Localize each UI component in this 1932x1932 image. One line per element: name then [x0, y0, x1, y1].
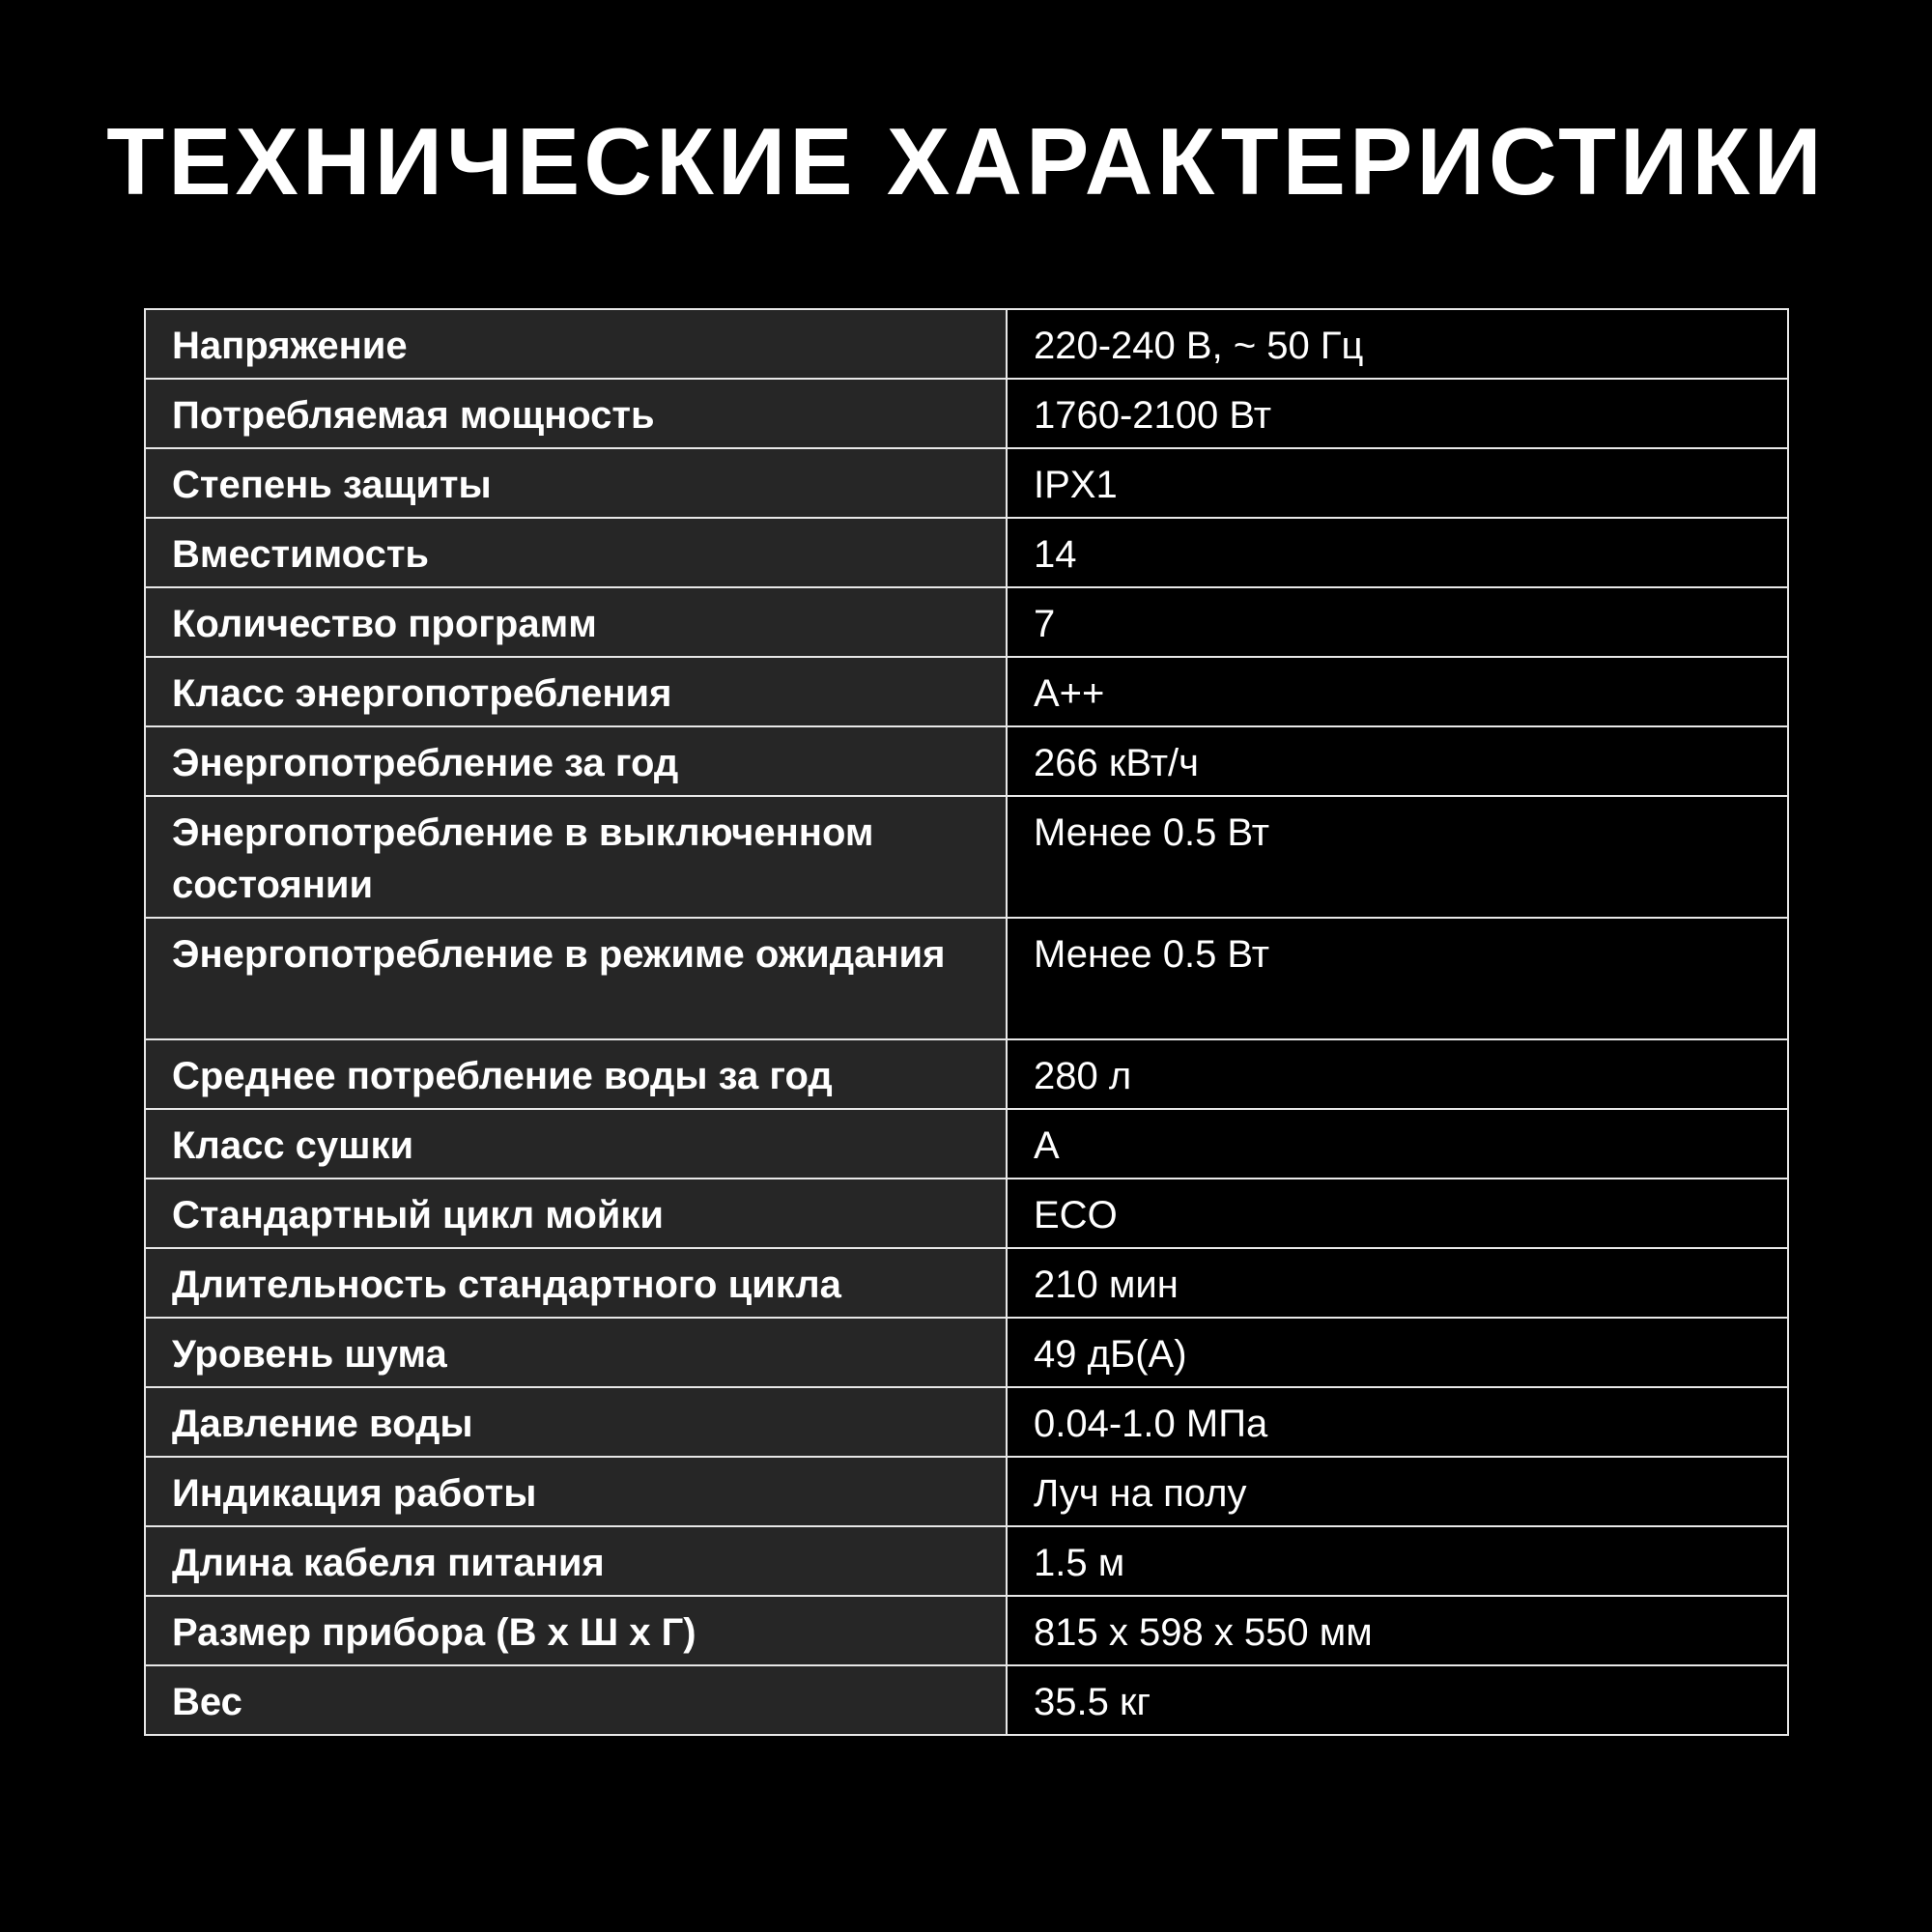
spec-label: Длительность стандартного цикла	[144, 1247, 1008, 1319]
spec-value: A++	[1006, 656, 1789, 727]
spec-row: Вес 35.5 кг	[144, 1664, 1789, 1736]
spec-row: Длина кабеля питания 1.5 м	[144, 1525, 1789, 1597]
spec-label: Размер прибора (В х Ш х Г)	[144, 1595, 1008, 1666]
spec-label: Напряжение	[144, 308, 1008, 380]
spec-label: Индикация работы	[144, 1456, 1008, 1527]
spec-value: Луч на полу	[1006, 1456, 1789, 1527]
spec-value: 14	[1006, 517, 1789, 588]
spec-value: 220-240 В, ~ 50 Гц	[1006, 308, 1789, 380]
spec-label: Степень защиты	[144, 447, 1008, 519]
spec-row: Стандартный цикл мойки ECO	[144, 1178, 1789, 1249]
spec-row: Энергопотребление за год 266 кВт/ч	[144, 725, 1789, 797]
spec-row: Среднее потребление воды за год 280 л	[144, 1038, 1789, 1110]
spec-value: 0.04-1.0 МПа	[1006, 1386, 1789, 1458]
spec-row: Размер прибора (В х Ш х Г) 815 х 598 х 55…	[144, 1595, 1789, 1666]
spec-value: 815 х 598 х 550 мм	[1006, 1595, 1789, 1666]
spec-value: ECO	[1006, 1178, 1789, 1249]
spec-value: Менее 0.5 Вт	[1006, 795, 1789, 919]
spec-row: Степень защиты IPX1	[144, 447, 1789, 519]
spec-value: IPX1	[1006, 447, 1789, 519]
spec-row: Вместимость 14	[144, 517, 1789, 588]
spec-value: Менее 0.5 Вт	[1006, 917, 1789, 1040]
spec-row: Энергопотребление в режиме ожидания Менее…	[144, 917, 1789, 1040]
spec-row: Длительность стандартного цикла 210 мин	[144, 1247, 1789, 1319]
spec-label: Стандартный цикл мойки	[144, 1178, 1008, 1249]
spec-label: Длина кабеля питания	[144, 1525, 1008, 1597]
spec-value: 210 мин	[1006, 1247, 1789, 1319]
spec-row: Потребляемая мощность 1760-2100 Вт	[144, 378, 1789, 449]
spec-row: Класс энергопотребления A++	[144, 656, 1789, 727]
spec-value: A	[1006, 1108, 1789, 1179]
spec-row: Энергопотребление в выключенном состояни…	[144, 795, 1789, 919]
specs-table: Напряжение 220-240 В, ~ 50 Гц Потребляемая…	[144, 308, 1789, 1736]
spec-value: 49 дБ(А)	[1006, 1317, 1789, 1388]
spec-label: Энергопотребление в выключенном состояни…	[144, 795, 1008, 919]
spec-label: Потребляемая мощность	[144, 378, 1008, 449]
spec-row: Индикация работы Луч на полу	[144, 1456, 1789, 1527]
spec-value: 1760-2100 Вт	[1006, 378, 1789, 449]
spec-label: Количество программ	[144, 586, 1008, 658]
spec-label: Вместимость	[144, 517, 1008, 588]
spec-label: Давление воды	[144, 1386, 1008, 1458]
spec-row: Уровень шума 49 дБ(А)	[144, 1317, 1789, 1388]
spec-value: 266 кВт/ч	[1006, 725, 1789, 797]
spec-value: 7	[1006, 586, 1789, 658]
spec-label: Энергопотребление за год	[144, 725, 1008, 797]
spec-label: Вес	[144, 1664, 1008, 1736]
spec-label: Среднее потребление воды за год	[144, 1038, 1008, 1110]
spec-label: Уровень шума	[144, 1317, 1008, 1388]
spec-row: Класс сушки A	[144, 1108, 1789, 1179]
spec-label: Класс сушки	[144, 1108, 1008, 1179]
spec-row: Давление воды 0.04-1.0 МПа	[144, 1386, 1789, 1458]
spec-row: Количество программ 7	[144, 586, 1789, 658]
spec-row: Напряжение 220-240 В, ~ 50 Гц	[144, 308, 1789, 380]
spec-label: Энергопотребление в режиме ожидания	[144, 917, 1008, 1040]
spec-value: 35.5 кг	[1006, 1664, 1789, 1736]
spec-value: 280 л	[1006, 1038, 1789, 1110]
page-title: ТЕХНИЧЕСКИЕ ХАРАКТЕРИСТИКИ	[106, 108, 1826, 214]
spec-value: 1.5 м	[1006, 1525, 1789, 1597]
spec-label: Класс энергопотребления	[144, 656, 1008, 727]
